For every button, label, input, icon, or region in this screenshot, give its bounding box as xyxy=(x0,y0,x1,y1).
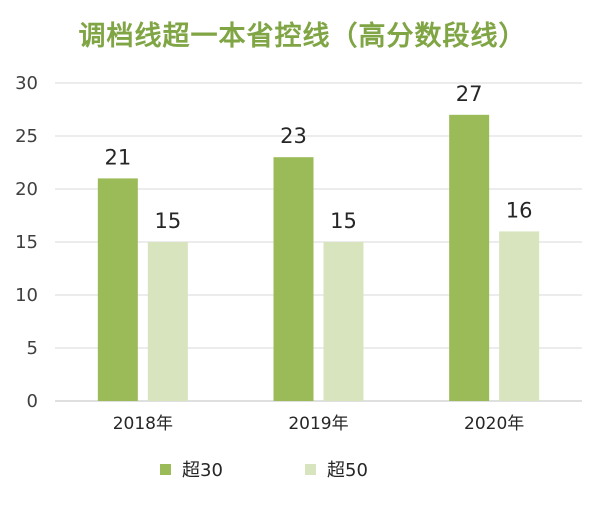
y-tick-label: 10 xyxy=(15,285,38,306)
y-tick-label: 30 xyxy=(15,73,38,94)
legend-swatch xyxy=(305,464,316,475)
y-tick-label: 20 xyxy=(15,179,38,200)
y-tick-label: 25 xyxy=(15,126,38,147)
chart-title: 调档线超一本省控线（高分数段线） xyxy=(78,21,527,52)
bar-over-50 xyxy=(499,231,540,401)
data-label: 15 xyxy=(330,209,357,233)
x-tick-label: 2018年 xyxy=(113,414,173,434)
bar-over-30 xyxy=(273,157,314,401)
data-label: 23 xyxy=(280,124,307,148)
bar-over-50 xyxy=(323,242,364,401)
y-tick-label: 0 xyxy=(27,391,38,412)
data-label: 21 xyxy=(104,145,131,169)
bar-over-30 xyxy=(449,114,490,402)
legend-swatch xyxy=(160,464,171,475)
bar-over-50 xyxy=(147,242,188,401)
y-tick-label: 5 xyxy=(27,338,38,359)
data-label: 27 xyxy=(456,82,483,106)
data-label: 15 xyxy=(154,209,181,233)
legend-label: 超50 xyxy=(327,460,368,481)
legend-label: 超30 xyxy=(182,460,223,481)
data-label: 16 xyxy=(506,198,533,222)
y-tick-label: 15 xyxy=(15,232,38,253)
x-tick-label: 2020年 xyxy=(464,414,524,434)
x-tick-label: 2019年 xyxy=(288,414,348,434)
bar-over-30 xyxy=(97,178,138,401)
